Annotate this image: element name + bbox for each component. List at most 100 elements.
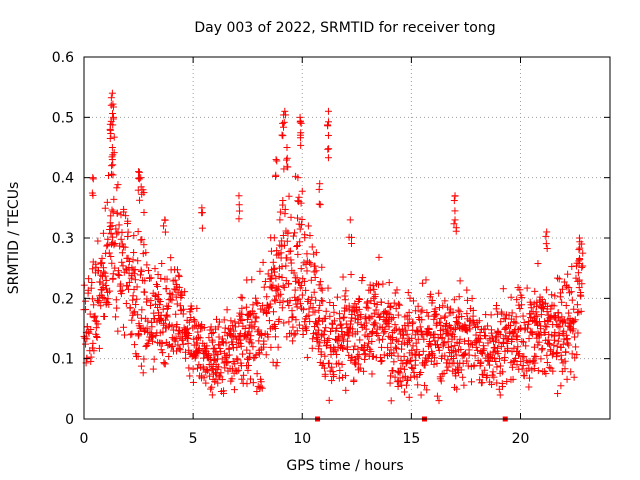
data-point — [416, 323, 424, 331]
data-point — [490, 373, 498, 381]
data-point — [493, 379, 501, 387]
data-point — [567, 288, 575, 296]
data-point — [253, 299, 261, 307]
data-point — [336, 315, 344, 323]
data-point — [174, 341, 182, 349]
data-point — [161, 360, 169, 368]
data-point — [242, 303, 250, 311]
data-point — [278, 131, 286, 139]
data-point — [264, 333, 272, 341]
data-point — [457, 346, 465, 354]
data-point — [280, 241, 288, 249]
data-point — [313, 334, 321, 342]
data-point — [289, 232, 297, 240]
data-point — [283, 154, 291, 162]
data-point — [121, 243, 129, 251]
data-point — [514, 351, 522, 359]
data-point — [125, 278, 133, 286]
data-point — [366, 281, 374, 289]
data-point — [531, 287, 539, 295]
data-point — [357, 321, 365, 329]
data-point — [94, 267, 102, 275]
data-point — [417, 391, 425, 399]
data-point — [379, 280, 387, 288]
data-point — [579, 262, 587, 270]
data-point — [145, 267, 153, 275]
data-point — [408, 334, 416, 342]
data-point — [263, 310, 271, 318]
data-point — [316, 301, 324, 309]
data-point — [377, 298, 385, 306]
data-point — [525, 318, 533, 326]
data-point — [551, 292, 559, 300]
data-point — [106, 287, 114, 295]
data-point — [389, 313, 397, 321]
data-point — [250, 309, 258, 317]
data-point — [431, 337, 439, 345]
data-point — [264, 270, 272, 278]
data-point — [154, 271, 162, 279]
data-point — [236, 309, 244, 317]
data-point — [494, 350, 502, 358]
data-point — [411, 356, 419, 364]
data-point — [164, 341, 172, 349]
data-point — [502, 315, 510, 323]
data-point — [484, 322, 492, 330]
data-point — [325, 335, 333, 343]
data-point — [354, 366, 362, 374]
data-point — [417, 369, 425, 377]
data-point — [81, 340, 89, 348]
data-point — [345, 306, 353, 314]
data-point — [246, 349, 254, 357]
data-point — [212, 349, 220, 357]
data-point — [89, 265, 97, 273]
data-point — [542, 240, 550, 248]
data-point — [368, 327, 376, 335]
data-point — [339, 344, 347, 352]
data-point — [156, 298, 164, 306]
data-point — [450, 296, 458, 304]
data-point — [465, 346, 473, 354]
data-point — [389, 335, 397, 343]
data-point — [157, 274, 165, 282]
data-point — [451, 216, 459, 224]
data-point — [252, 314, 260, 322]
data-point — [293, 303, 301, 311]
data-point — [122, 212, 130, 220]
data-point — [216, 344, 224, 352]
data-point — [412, 339, 420, 347]
data-point — [577, 307, 585, 315]
data-point — [243, 380, 251, 388]
data-point — [119, 262, 127, 270]
data-point — [330, 317, 338, 325]
data-point — [504, 344, 512, 352]
data-point — [299, 306, 307, 314]
data-point — [244, 366, 252, 374]
data-point — [271, 320, 279, 328]
data-point — [110, 133, 118, 141]
data-point — [543, 228, 551, 236]
data-point — [281, 205, 289, 213]
data-point — [458, 313, 466, 321]
data-point — [496, 355, 504, 363]
data-point — [237, 336, 245, 344]
data-point — [533, 321, 541, 329]
data-point — [390, 358, 398, 366]
data-point — [297, 141, 305, 149]
data-point — [272, 362, 280, 370]
data-point — [404, 289, 412, 297]
data-point — [318, 263, 326, 271]
x-tick-label: 0 — [80, 431, 89, 447]
data-point — [189, 378, 197, 386]
data-point — [247, 339, 255, 347]
data-point — [204, 350, 212, 358]
data-point — [159, 305, 167, 313]
data-point — [560, 327, 568, 335]
data-point — [396, 369, 404, 377]
data-point — [276, 208, 284, 216]
data-point — [310, 288, 318, 296]
y-tick-label: 0.6 — [52, 50, 74, 66]
data-point — [324, 131, 332, 139]
data-point — [561, 357, 569, 365]
data-point — [252, 294, 260, 302]
